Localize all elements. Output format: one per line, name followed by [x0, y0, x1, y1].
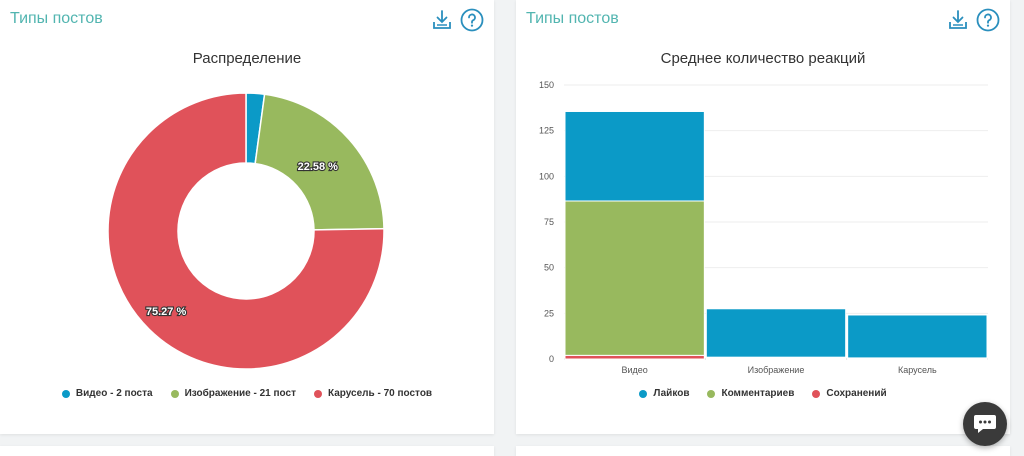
chat-button[interactable] [963, 402, 1007, 446]
chart-legend: Видео - 2 поста Изображение - 21 пост Кару… [0, 388, 494, 399]
legend-item[interactable]: Видео - 2 поста [61, 388, 153, 399]
pie-slice[interactable] [254, 93, 385, 231]
bar-segment[interactable] [564, 354, 705, 360]
y-tick-label: 100 [539, 171, 554, 181]
y-tick-label: 125 [539, 126, 554, 136]
next-card-left [0, 446, 494, 456]
legend-marker [313, 389, 322, 398]
help-icon[interactable] [976, 8, 1000, 32]
legend-label: Лайков [653, 388, 690, 399]
legend-marker [170, 389, 179, 398]
legend-label: Комментариев [721, 388, 795, 399]
bar-segment[interactable] [564, 110, 705, 202]
bar-segment[interactable] [847, 314, 988, 359]
post-types-reactions-card: Типы постов Среднее количество реакций 0… [516, 0, 1010, 434]
card-title: Типы постов [526, 10, 619, 27]
bar-segment[interactable] [705, 308, 847, 358]
legend-marker [707, 389, 716, 398]
bar-segment[interactable] [564, 200, 705, 356]
data-label: 75.27 % [146, 306, 187, 318]
legend-label: Карусель - 70 постов [327, 388, 433, 399]
legend-marker [812, 389, 821, 398]
download-icon[interactable] [430, 8, 454, 32]
donut-chart: 22.58 % 75.27 % [107, 92, 385, 370]
x-tick-label: Изображение [748, 365, 805, 375]
legend-marker [639, 389, 648, 398]
legend-label: Изображение - 21 пост [184, 388, 296, 399]
legend-item[interactable]: Сохранений [812, 388, 887, 399]
chart-title: Распределение [192, 50, 302, 67]
chart-title: Среднее количество реакций [660, 50, 866, 67]
next-card-right [516, 446, 1010, 456]
legend-item[interactable]: Изображение - 21 пост [170, 388, 296, 399]
y-tick-label: 75 [544, 217, 554, 227]
pie-slice[interactable] [107, 92, 385, 370]
legend-item[interactable]: Лайков [639, 388, 689, 399]
y-tick-label: 150 [539, 80, 554, 90]
legend-item[interactable]: Комментариев [707, 388, 794, 399]
y-tick-label: 50 [544, 263, 554, 273]
legend-marker [61, 389, 70, 398]
chat-icon [974, 415, 996, 433]
card-title: Типы постов [10, 10, 103, 27]
x-tick-label: Карусель [898, 365, 937, 375]
chart-legend: Лайков Комментариев Сохранений [516, 388, 1010, 399]
download-icon[interactable] [946, 8, 970, 32]
x-tick-label: Видео [622, 365, 648, 375]
post-types-distribution-card: Типы постов Распределение 22.58 % 75.27 %… [0, 0, 494, 434]
legend-item[interactable]: Карусель - 70 постов [313, 388, 433, 399]
data-label: 22.58 % [298, 161, 339, 173]
stacked-bar-chart: 0 25 50 75 100 125 150 Видео Изображение Карусель [539, 80, 988, 375]
legend-label: Видео - 2 поста [75, 388, 153, 399]
y-tick-label: 0 [549, 354, 554, 364]
help-icon[interactable] [460, 8, 484, 32]
legend-label: Сохранений [826, 388, 887, 399]
y-tick-label: 25 [544, 308, 554, 318]
